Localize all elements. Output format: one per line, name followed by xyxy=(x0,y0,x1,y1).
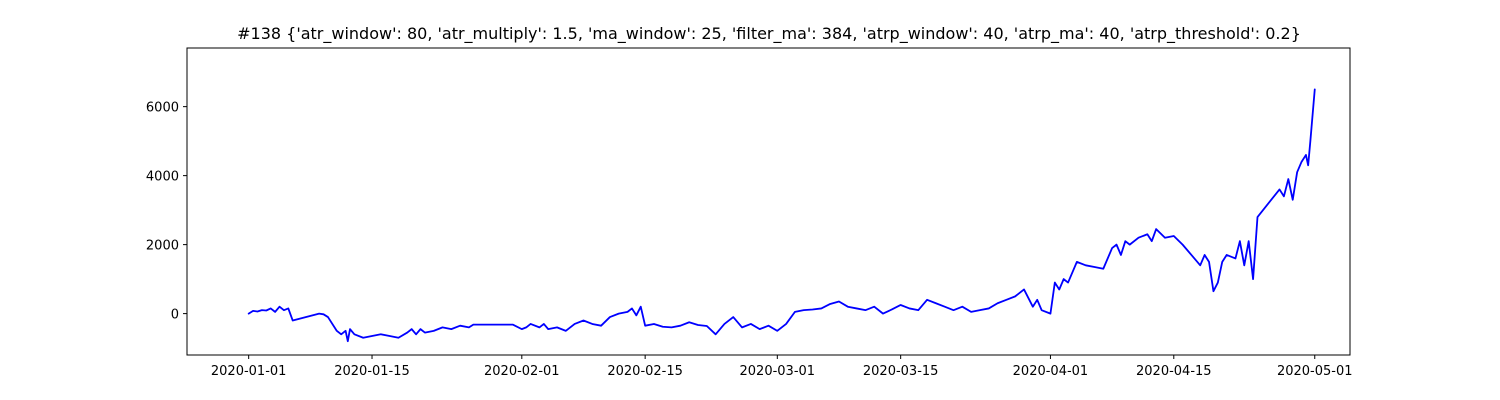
x-tick-label: 2020-04-15 xyxy=(1136,364,1212,379)
x-tick-label: 2020-01-15 xyxy=(334,364,410,379)
x-axis: 2020-01-01 2020-01-15 2020-02-01 2020-02-15… xyxy=(211,355,1353,379)
series-line xyxy=(247,88,1316,343)
x-tick-label: 2020-02-01 xyxy=(484,364,560,379)
axes-frame xyxy=(186,47,1351,356)
x-tick-label: 2020-01-01 xyxy=(211,364,287,379)
y-tick-label: 0 xyxy=(171,308,179,323)
y-tick-label: 4000 xyxy=(146,170,179,185)
x-tick-label: 2020-02-15 xyxy=(607,364,683,379)
y-axis: 0 2000 4000 6000 xyxy=(146,101,187,323)
x-tick-label: 2020-03-15 xyxy=(863,364,939,379)
x-tick-label: 2020-04-01 xyxy=(1013,364,1089,379)
x-tick-label: 2020-05-01 xyxy=(1277,364,1353,379)
y-tick-label: 6000 xyxy=(146,101,179,116)
x-tick-label: 2020-03-01 xyxy=(740,364,816,379)
plot-area xyxy=(186,47,1351,356)
y-tick-label: 2000 xyxy=(146,239,179,254)
chart-title: #138 {'atr_window': 80, 'atr_multiply': … xyxy=(237,24,1301,44)
